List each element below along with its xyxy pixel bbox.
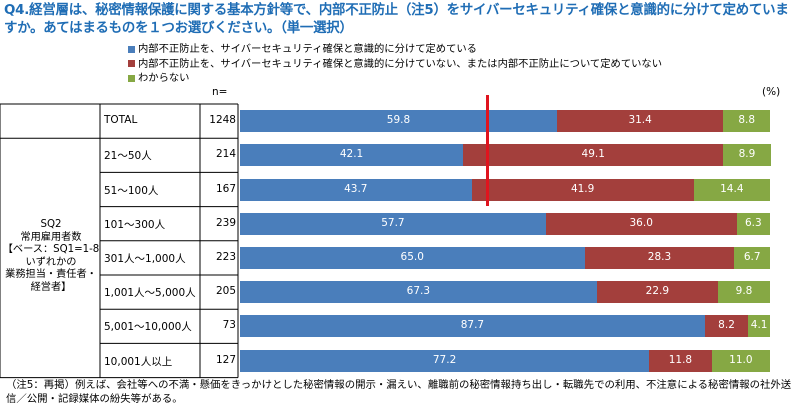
question-title: Q4.経営層は、秘密情報保護に関する基本方針等で、内部不正防止（注5）をサイバー… bbox=[4, 3, 789, 36]
data-label: 57.7 bbox=[381, 216, 405, 229]
bar-segment bbox=[240, 246, 585, 269]
bar-segment bbox=[471, 178, 694, 201]
data-label: 65.0 bbox=[400, 250, 424, 263]
bar-segment bbox=[240, 315, 705, 338]
bar-segment bbox=[596, 281, 719, 304]
category-label: 101～300人 bbox=[104, 218, 166, 231]
legend-item: 内部不正防止を、サイバーセキュリティ確保と意識的に分けて定めている bbox=[128, 42, 662, 57]
data-label: 8.2 bbox=[718, 319, 735, 332]
bar-segment bbox=[734, 246, 770, 269]
n-value: 223 bbox=[215, 250, 236, 263]
bar-segment bbox=[693, 178, 770, 201]
group-label-line: SQ2 bbox=[40, 219, 62, 230]
bar-segment bbox=[711, 349, 770, 372]
bar-segment bbox=[748, 315, 770, 338]
category-label: 10,001人以上 bbox=[104, 355, 173, 368]
legend: 内部不正防止を、サイバーセキュリティ確保と意識的に分けて定めている 内部不正防止… bbox=[128, 42, 662, 86]
legend-swatch bbox=[128, 74, 135, 82]
bar-segment bbox=[556, 110, 724, 133]
bar-segment bbox=[545, 212, 737, 235]
data-label: 77.2 bbox=[432, 353, 457, 366]
legend-item: わからない bbox=[128, 71, 662, 86]
legend-label: わからない bbox=[138, 72, 190, 85]
category-label: TOTAL bbox=[104, 114, 138, 127]
data-label: 11.0 bbox=[729, 353, 753, 366]
n-value: 239 bbox=[215, 216, 236, 229]
n-value: 73 bbox=[222, 319, 236, 332]
data-label: 49.1 bbox=[581, 148, 605, 161]
legend-swatch bbox=[128, 60, 135, 68]
data-label: 36.0 bbox=[629, 216, 653, 229]
category-label: 5,001～10,000人 bbox=[104, 321, 192, 334]
bar-segment bbox=[649, 349, 712, 372]
bar-segment bbox=[723, 110, 770, 133]
legend-label: 内部不正防止を、サイバーセキュリティ確保と意識的に分けて定めている bbox=[138, 43, 477, 56]
group-label-line: 経営者】 bbox=[30, 281, 72, 293]
n-value: 205 bbox=[215, 285, 236, 298]
legend-swatch bbox=[128, 45, 135, 53]
category-label: 51～100人 bbox=[104, 184, 159, 197]
reference-line bbox=[486, 95, 489, 206]
footnote: （注5：再掲）例えば、会社等への不満・懸価をきっかけとした秘密情報の開示・漏えい… bbox=[6, 379, 792, 405]
group-label-line: 業務担当・責任者・ bbox=[5, 269, 97, 281]
n-header: n= bbox=[212, 86, 228, 98]
data-label: 8.9 bbox=[738, 148, 756, 161]
group-label-line: 【ベース：SQ1=1-8 bbox=[2, 244, 100, 256]
bar-segment bbox=[240, 110, 557, 133]
data-label: 87.7 bbox=[460, 319, 485, 332]
bar-segment bbox=[240, 212, 546, 235]
legend-item: 内部不正防止を、サイバーセキュリティ確保と意識的に分けていない、または内部不正防… bbox=[128, 57, 662, 72]
bar-segment bbox=[240, 349, 650, 372]
data-label: 31.4 bbox=[628, 114, 652, 127]
data-label: 9.8 bbox=[735, 285, 753, 298]
data-label: 28.3 bbox=[647, 250, 672, 263]
bar-segment bbox=[240, 178, 472, 201]
bar-segment bbox=[240, 144, 464, 167]
bar-segment bbox=[723, 144, 771, 167]
n-value: 1248 bbox=[209, 114, 236, 127]
data-label: 22.9 bbox=[645, 285, 670, 298]
n-value: 214 bbox=[215, 148, 236, 161]
data-label: 8.8 bbox=[738, 114, 756, 127]
bar-segment bbox=[736, 212, 770, 235]
data-label: 41.9 bbox=[570, 182, 595, 195]
bar-segment bbox=[463, 144, 724, 167]
category-label: 1,001人～5,000人 bbox=[104, 287, 196, 300]
n-value: 167 bbox=[215, 182, 236, 195]
legend-label: 内部不正防止を、サイバーセキュリティ確保と意識的に分けていない、または内部不正防… bbox=[138, 57, 663, 70]
data-label: 6.3 bbox=[744, 216, 762, 229]
bar-segment bbox=[718, 281, 770, 304]
data-label: 42.1 bbox=[339, 148, 364, 161]
data-label: 4.1 bbox=[750, 319, 768, 332]
category-label: 21～50人 bbox=[104, 150, 152, 163]
data-label: 11.8 bbox=[668, 353, 693, 366]
bar-segment bbox=[584, 246, 735, 269]
group-label: SQ2 常用雇用者数 【ベース：SQ1=1-8 いずれかの 業務担当・責任者・ 経営者】 bbox=[2, 219, 100, 295]
bar-segment bbox=[240, 281, 597, 304]
percent-header: (%) bbox=[762, 86, 781, 98]
data-label: 59.8 bbox=[386, 114, 411, 127]
bar-segment bbox=[704, 315, 749, 338]
data-label: 6.7 bbox=[743, 250, 761, 263]
data-label: 67.3 bbox=[406, 285, 431, 298]
category-label: 301人～1,000人 bbox=[104, 252, 186, 265]
data-label: 43.7 bbox=[344, 182, 368, 195]
group-label-line: 常用雇用者数 bbox=[20, 231, 82, 243]
data-label: 14.4 bbox=[720, 182, 744, 195]
group-label-line: いずれかの bbox=[25, 256, 77, 268]
n-value: 127 bbox=[215, 353, 236, 366]
